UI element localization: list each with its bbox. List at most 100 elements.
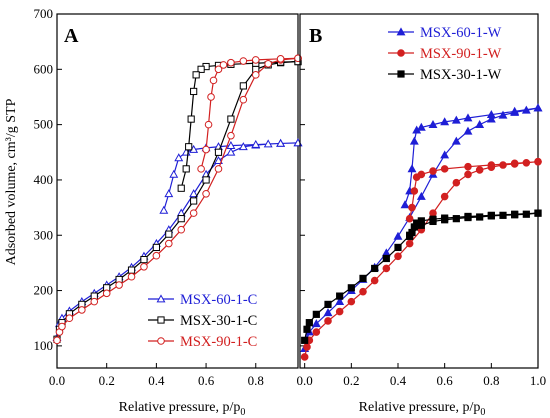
data-point — [209, 76, 218, 85]
data-point — [251, 139, 261, 148]
y-tick-label: 700 — [34, 6, 54, 21]
data-point — [65, 314, 74, 323]
legend-label: MSX-90-1-C — [180, 334, 257, 350]
data-point — [300, 353, 309, 361]
x-tick-label: 0.0 — [297, 373, 313, 388]
data-point — [323, 308, 333, 317]
data-point — [441, 214, 449, 222]
data-point — [214, 65, 223, 74]
data-point — [303, 325, 311, 333]
data-point — [227, 131, 235, 140]
data-point — [440, 165, 449, 173]
data-point — [510, 106, 520, 115]
series-MSX-30-1-C — [53, 57, 302, 343]
data-point — [177, 184, 185, 192]
data-point — [189, 209, 198, 217]
data-point — [408, 203, 416, 212]
data-point — [335, 307, 344, 316]
data-point — [185, 143, 193, 151]
data-point — [312, 310, 320, 318]
data-point — [416, 191, 426, 200]
data-point — [227, 115, 235, 123]
data-point — [102, 289, 111, 298]
data-point — [476, 213, 484, 221]
x-tick-label: 0.0 — [49, 373, 65, 388]
data-point — [152, 243, 160, 252]
data-point — [159, 205, 169, 214]
series-MSX-90-1-W — [300, 157, 542, 361]
data-point — [187, 115, 195, 123]
data-point — [347, 284, 355, 292]
series-MSX-60-1-C — [52, 138, 303, 341]
data-point — [197, 165, 205, 173]
data-point — [464, 162, 472, 171]
x-tick-label: 0.4 — [148, 373, 165, 388]
data-point — [499, 161, 507, 169]
panel-b: B 0.0 0.2 0.4 0.6 0.8 1.0 MSX-60-1-W MSX-90-1-W… — [297, 13, 546, 388]
data-point — [53, 336, 61, 345]
data-point — [164, 189, 174, 198]
data-point — [335, 296, 345, 306]
data-point — [452, 178, 461, 187]
data-point — [140, 255, 148, 264]
data-point — [428, 119, 438, 129]
data-point — [202, 189, 210, 198]
data-point — [190, 197, 198, 205]
data-point — [324, 300, 332, 308]
data-point — [486, 110, 496, 119]
x-tick-label: 0.2 — [99, 373, 115, 388]
data-point — [412, 125, 422, 134]
data-point — [464, 212, 472, 221]
data-point — [534, 209, 542, 217]
legend-label: MSX-90-1-W — [420, 46, 502, 62]
data-point — [174, 153, 184, 162]
data-point — [522, 210, 530, 218]
y-tick-label: 600 — [34, 61, 54, 76]
data-point — [407, 164, 417, 173]
plot-frame-b — [299, 13, 539, 369]
data-point — [177, 215, 185, 223]
data-point — [301, 336, 309, 344]
x-tick-label: 0.2 — [343, 373, 359, 388]
data-point — [416, 122, 426, 131]
data-point — [202, 145, 210, 154]
series-MSX-60-1-W — [300, 103, 543, 353]
data-point — [409, 136, 419, 145]
data-point — [152, 251, 161, 260]
data-point — [214, 165, 223, 173]
data-point — [182, 165, 190, 173]
data-point — [189, 189, 199, 198]
x-axis-label-a: Relative pressure, p/p0 — [119, 400, 246, 418]
y-tick-label: 500 — [34, 117, 54, 132]
y-tick-label: 200 — [34, 283, 54, 298]
legend-marker — [156, 294, 166, 303]
y-tick-label: 400 — [34, 172, 54, 187]
data-point — [412, 173, 421, 181]
data-point — [486, 114, 496, 123]
data-point — [202, 176, 210, 184]
legend-marker — [157, 337, 165, 345]
x-tick-label: 0.6 — [198, 373, 215, 388]
data-point — [226, 147, 236, 156]
x-tick-label: 0.8 — [248, 373, 264, 388]
data-point — [440, 117, 450, 126]
data-point — [336, 292, 344, 300]
series-MSX-90-1-C — [53, 54, 302, 345]
legend-label: MSX-60-1-W — [420, 25, 502, 41]
y-tick-label: 300 — [34, 227, 54, 242]
plot-frame-a — [56, 13, 299, 369]
data-point — [347, 297, 356, 306]
data-point — [197, 65, 205, 73]
data-point — [359, 274, 367, 282]
data-point — [276, 55, 285, 63]
legend-marker — [397, 70, 405, 78]
data-point — [311, 319, 321, 328]
data-point — [463, 113, 473, 122]
legend-marker — [157, 316, 165, 324]
data-point — [464, 170, 472, 179]
data-point — [394, 252, 402, 261]
data-point — [370, 276, 379, 285]
data-point — [400, 200, 410, 209]
data-point — [510, 159, 519, 168]
